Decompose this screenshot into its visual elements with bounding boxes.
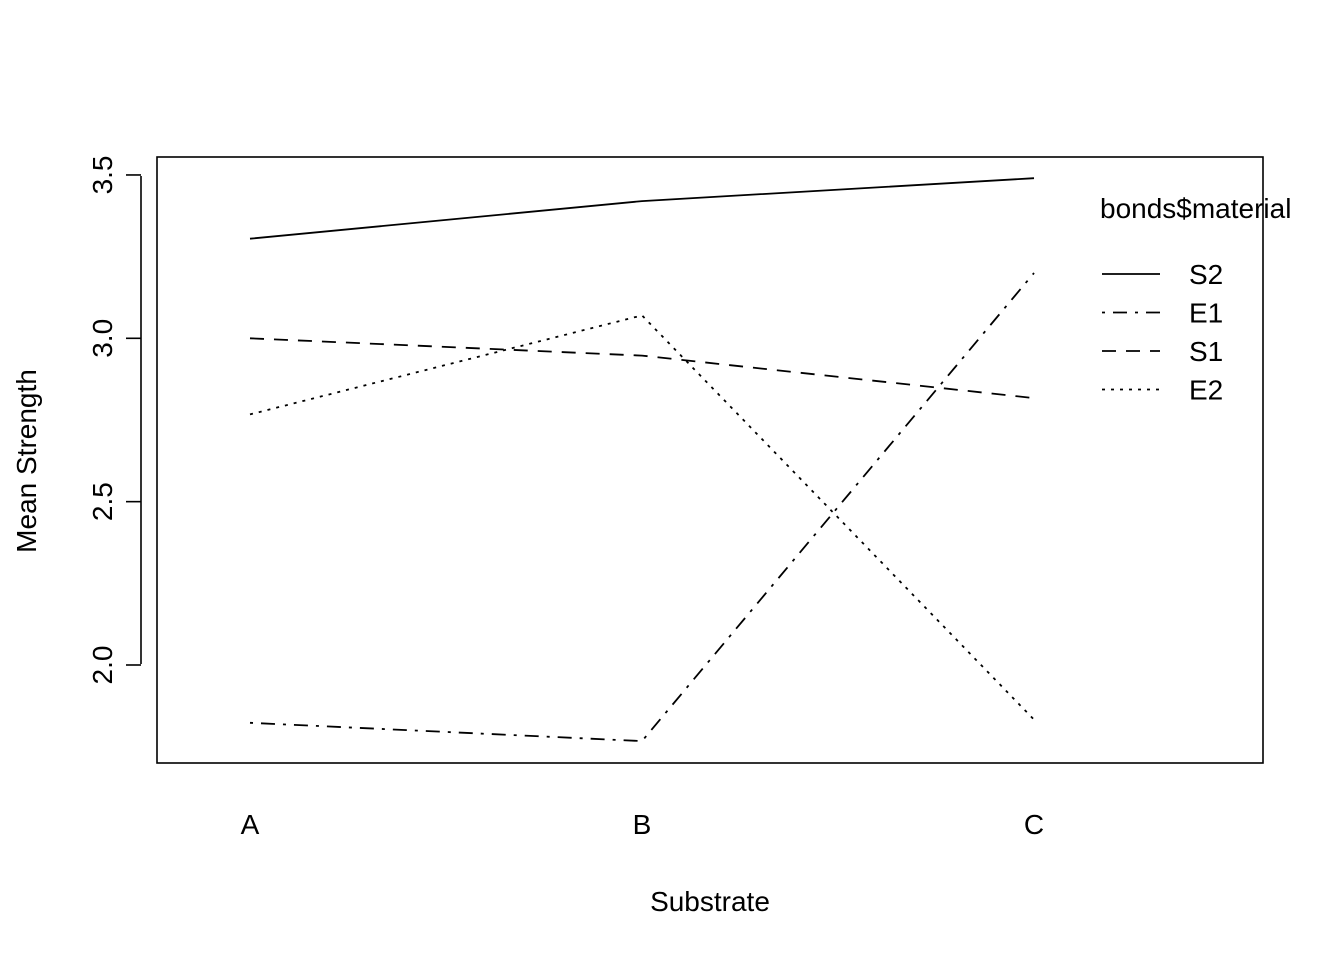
x-tick-label: A	[241, 809, 260, 840]
x-tick-label: C	[1024, 809, 1044, 840]
series-line-s2	[249, 177, 1035, 240]
y-tick-label: 2.5	[87, 482, 118, 521]
legend-label-e2: E2	[1189, 375, 1223, 406]
y-axis: 2.0 2.5 3.0 3.5	[87, 155, 142, 685]
series-line-e2	[249, 314, 1035, 721]
series-line-s1	[249, 337, 1035, 399]
y-axis-label: Mean Strength	[11, 369, 42, 553]
series-lines	[249, 177, 1035, 743]
series-line-e1	[249, 272, 1035, 743]
y-tick-label: 3.5	[87, 155, 118, 194]
legend-items: S2 E1 S1 E2	[1102, 259, 1223, 406]
plot-frame	[156, 156, 1264, 764]
y-tick-label: 3.0	[87, 319, 118, 358]
legend-label-s1: S1	[1189, 336, 1223, 367]
legend: bonds$material S2 E1 S1 E2	[1100, 193, 1291, 406]
legend-label-e1: E1	[1189, 298, 1223, 329]
x-tick-label: B	[633, 809, 652, 840]
x-tick-labels: A B C	[241, 809, 1044, 840]
legend-title: bonds$material	[1100, 193, 1291, 224]
x-axis-label: Substrate	[650, 886, 770, 917]
legend-label-s2: S2	[1189, 259, 1223, 290]
y-tick-label: 2.0	[87, 646, 118, 685]
